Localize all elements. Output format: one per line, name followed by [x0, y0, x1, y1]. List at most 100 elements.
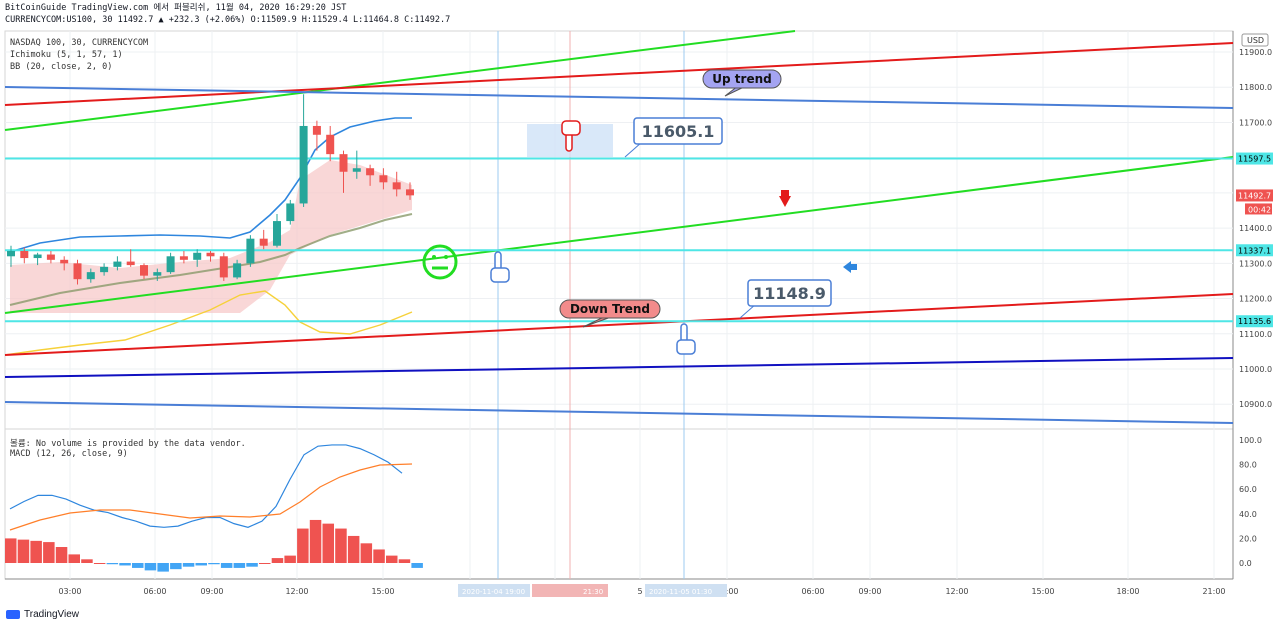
macd-histogram-bar — [284, 555, 296, 563]
bollinger-upper — [9, 117, 412, 253]
smiley-icon — [422, 244, 458, 280]
legend-macd[interactable]: MACD (12, 26, close, 9) — [10, 449, 128, 459]
candle — [273, 221, 281, 246]
candle — [219, 256, 228, 278]
macd-histogram-bar — [373, 549, 385, 563]
macd-histogram-bar — [233, 563, 246, 568]
price-axis-label: 11400.0 — [1239, 224, 1272, 233]
macd-histogram-bar — [81, 559, 93, 563]
time-axis-label: 21:00 — [1202, 587, 1225, 596]
macd-axis-label: 60.0 — [1239, 485, 1257, 494]
macd-histogram-bar — [55, 547, 68, 563]
price-marker-last: 11492.7 — [1238, 191, 1271, 200]
candle — [339, 154, 348, 172]
candle — [366, 168, 375, 176]
macd-histogram-bar — [309, 519, 322, 563]
macd-histogram-bar — [195, 563, 207, 566]
macd-histogram-bar — [119, 563, 131, 566]
candle — [312, 125, 321, 135]
macd-histogram-bar — [297, 528, 309, 563]
candle — [406, 189, 414, 196]
macd-histogram-bar — [220, 563, 233, 568]
time-range-3-bg — [645, 584, 727, 597]
time-axis-label: 12:00 — [285, 587, 308, 596]
candle — [20, 251, 29, 259]
price-axis-label: 11700.0 — [1239, 118, 1272, 127]
arrow-left-stem — [850, 264, 857, 270]
macd-histogram-bar — [5, 538, 17, 563]
countdown-bg — [1245, 203, 1272, 215]
candle — [86, 272, 95, 280]
macd-histogram-bar — [208, 563, 220, 565]
macd-signal-line — [9, 463, 413, 531]
legend-bollinger[interactable]: BB (20, close, 2, 0) — [10, 62, 113, 72]
macd-histogram-bar — [271, 558, 284, 563]
macd-histogram-bar — [360, 543, 373, 563]
macd-axis-label: 40.0 — [1239, 510, 1257, 519]
candle — [326, 134, 335, 155]
macd-histogram-bar — [182, 563, 195, 567]
candle — [179, 256, 188, 260]
time-range-2: 21:30 — [583, 588, 603, 596]
callout-high: 11605.1 — [642, 122, 715, 141]
candle — [286, 203, 295, 222]
macd-histogram-bar — [411, 563, 423, 568]
macd-histogram-bar — [132, 563, 144, 568]
down-trend-label: Down Trend — [570, 302, 650, 316]
macd-histogram-bar — [144, 563, 157, 571]
red-trendline-upper — [4, 42, 1234, 106]
macd-histogram-bar — [347, 535, 360, 563]
pointing-hand-icon — [676, 323, 696, 355]
green-trendline-lower — [4, 156, 1234, 314]
macd-histogram-bar — [68, 554, 80, 563]
up-trend-label-bubble — [702, 69, 782, 89]
up-trend-label: Up trend — [712, 72, 771, 86]
price-marker-11135-bg — [1236, 315, 1273, 328]
candle — [46, 254, 55, 260]
ichimoku-base-line — [9, 213, 413, 306]
legend-ichimoku[interactable]: Ichimoku (5, 1, 57, 1) — [10, 50, 123, 60]
time-range-2-bg — [532, 584, 608, 597]
blue-trendline-upper — [4, 86, 1234, 109]
price-axis-label: 11200.0 — [1239, 295, 1272, 304]
footer-brand-label: TradingView — [24, 609, 80, 620]
currency-box — [1241, 33, 1269, 47]
candle — [299, 125, 308, 204]
candle — [140, 265, 148, 276]
candle — [392, 182, 401, 190]
legend-symbol[interactable]: NASDAQ 100, 30, CURRENCYCOM — [10, 38, 149, 48]
candle — [246, 238, 255, 264]
footer-brand[interactable]: TradingView — [6, 609, 79, 620]
candle — [233, 263, 242, 278]
price-axis-currency: USD — [1247, 36, 1264, 45]
macd-histogram-bar — [17, 539, 30, 563]
candle — [7, 251, 15, 257]
candle — [153, 272, 162, 276]
macd-histogram-bar — [246, 563, 258, 567]
macd-axis-label: 80.0 — [1239, 461, 1257, 470]
macd-axis-label: 100.0 — [1239, 436, 1262, 445]
time-range-1-bg — [458, 584, 530, 597]
time-axis-label: 5 — [637, 587, 642, 596]
macd-histogram-bar — [157, 563, 169, 572]
macd-histogram-bar — [30, 540, 42, 563]
time-axis-label: 06:00 — [143, 587, 166, 596]
red-trendline-lower — [4, 293, 1234, 356]
pointing-hand-down-icon — [561, 120, 581, 152]
price-marker-11337-bg — [1236, 244, 1273, 257]
arrow-down-icon — [779, 196, 791, 207]
down-trend-label-bubble — [559, 299, 661, 319]
macd-pane — [4, 428, 1234, 580]
price-axis-label: 11300.0 — [1239, 259, 1272, 268]
price-axis-label: 11000.0 — [1239, 365, 1272, 374]
macd-histogram-bar — [322, 523, 334, 563]
time-range-3: 2020-11-05 01:30 — [649, 588, 712, 596]
arrow-left-icon — [843, 261, 851, 273]
price-marker-countdown: 00:42 — [1248, 205, 1271, 214]
ohlc-summary: CURRENCYCOM:US100, 30 11492.7 ▲ +232.3 (… — [5, 15, 451, 25]
candle — [379, 175, 388, 183]
candle — [113, 261, 122, 267]
publish-info: BitCoinGuide TradingView.com 에서 퍼블리쉬, 11… — [5, 3, 347, 13]
price-marker-last-bg — [1236, 189, 1273, 202]
